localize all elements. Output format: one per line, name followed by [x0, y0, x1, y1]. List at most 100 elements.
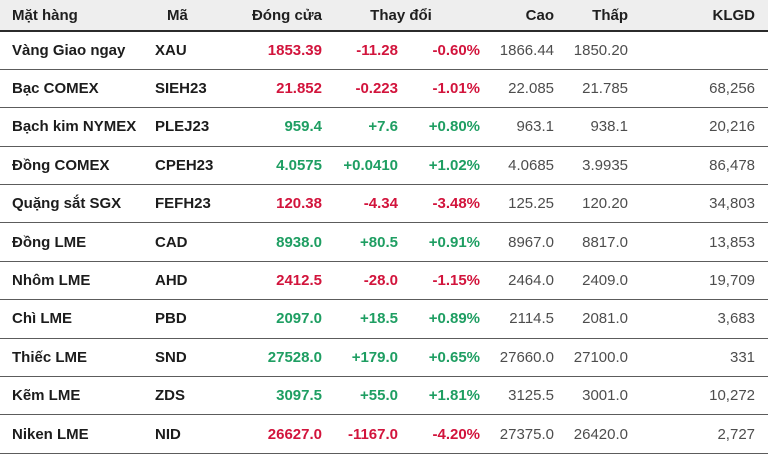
high-price: 22.085 [480, 69, 555, 109]
high-price: 3125.5 [480, 376, 555, 416]
table-body: Vàng Giao ngay XAU 1853.39 -11.28 -0.60% 1866… [0, 31, 768, 454]
low-price: 21.785 [554, 69, 629, 109]
column-header-code: Mã [155, 0, 245, 32]
change-percent: +0.65% [398, 338, 481, 378]
table-row[interactable]: Niken LME NID 26627.0 -1167.0 -4.20% 27375.0 2… [0, 414, 768, 454]
high-price: 1866.44 [480, 31, 555, 70]
table-row[interactable]: Thiếc LME SND 27528.0 +179.0 +0.65% 27660.0 27… [0, 338, 768, 378]
low-price: 120.20 [554, 184, 629, 224]
low-price: 2409.0 [554, 261, 629, 301]
high-price: 963.1 [480, 107, 555, 147]
low-price: 8817.0 [554, 222, 629, 262]
low-price: 27100.0 [554, 338, 629, 378]
commodity-name: Vàng Giao ngay [0, 31, 155, 70]
change-value: +80.5 [322, 222, 398, 262]
table-row[interactable]: Đồng COMEX CPEH23 4.0575 +0.0410 +1.02% 4.068… [0, 146, 768, 186]
change-percent: -4.20% [398, 414, 481, 454]
change-value: +55.0 [322, 376, 398, 416]
commodity-name: Kẽm LME [0, 376, 155, 416]
commodity-name: Bạc COMEX [0, 69, 155, 109]
close-price: 4.0575 [245, 146, 322, 186]
change-value: -28.0 [322, 261, 398, 301]
close-price: 1853.39 [245, 31, 322, 70]
column-header-low: Thấp [554, 0, 629, 32]
table-row[interactable]: Nhôm LME AHD 2412.5 -28.0 -1.15% 2464.0 2409.0… [0, 261, 768, 301]
change-percent: -0.60% [398, 31, 481, 70]
column-header-high: Cao [480, 0, 555, 32]
commodity-name: Bạch kim NYMEX [0, 107, 155, 147]
close-price: 21.852 [245, 69, 322, 109]
commodity-code: SIEH23 [155, 69, 245, 109]
close-price: 120.38 [245, 184, 322, 224]
volume: 86,478 [628, 146, 768, 186]
close-price: 2097.0 [245, 299, 322, 339]
close-price: 27528.0 [245, 338, 322, 378]
table-row[interactable]: Quặng sắt SGX FEFH23 120.38 -4.34 -3.48% 125.… [0, 184, 768, 224]
low-price: 26420.0 [554, 414, 629, 454]
column-header-close: Đóng cửa [245, 0, 322, 32]
commodity-name: Đồng LME [0, 222, 155, 262]
close-price: 959.4 [245, 107, 322, 147]
change-value: +18.5 [322, 299, 398, 339]
volume: 13,853 [628, 222, 768, 262]
commodity-name: Đồng COMEX [0, 146, 155, 186]
volume: 10,272 [628, 376, 768, 416]
change-percent: +1.02% [398, 146, 481, 186]
volume: 68,256 [628, 69, 768, 109]
close-price: 8938.0 [245, 222, 322, 262]
table-row[interactable]: Chì LME PBD 2097.0 +18.5 +0.89% 2114.5 2081.0 3… [0, 299, 768, 339]
commodity-code: ZDS [155, 376, 245, 416]
change-value: +179.0 [322, 338, 398, 378]
high-price: 4.0685 [480, 146, 555, 186]
commodity-code: CPEH23 [155, 146, 245, 186]
low-price: 3.9935 [554, 146, 629, 186]
change-percent: -1.15% [398, 261, 481, 301]
high-price: 2114.5 [480, 299, 555, 339]
volume: 331 [628, 338, 768, 378]
low-price: 3001.0 [554, 376, 629, 416]
column-header-change: Thay đổi [322, 0, 481, 32]
commodity-name: Thiếc LME [0, 338, 155, 378]
commodity-name: Chì LME [0, 299, 155, 339]
table-header: Mặt hàng Mã Đóng cửa Thay đổi Cao Thấp K… [0, 0, 768, 32]
change-value: -11.28 [322, 31, 398, 70]
change-percent: +0.91% [398, 222, 481, 262]
commodity-code: NID [155, 414, 245, 454]
commodity-code: XAU [155, 31, 245, 70]
table-row[interactable]: Vàng Giao ngay XAU 1853.39 -11.28 -0.60% 1866… [0, 31, 768, 70]
low-price: 1850.20 [554, 31, 629, 70]
change-value: +7.6 [322, 107, 398, 147]
table-row[interactable]: Bạc COMEX SIEH23 21.852 -0.223 -1.01% 22.085 2… [0, 69, 768, 109]
change-value: +0.0410 [322, 146, 398, 186]
low-price: 2081.0 [554, 299, 629, 339]
change-percent: +0.80% [398, 107, 481, 147]
close-price: 26627.0 [245, 414, 322, 454]
change-value: -0.223 [322, 69, 398, 109]
volume [628, 31, 768, 70]
change-percent: +0.89% [398, 299, 481, 339]
table-row[interactable]: Đồng LME CAD 8938.0 +80.5 +0.91% 8967.0 8817.0… [0, 222, 768, 262]
commodity-code: AHD [155, 261, 245, 301]
change-percent: -1.01% [398, 69, 481, 109]
high-price: 2464.0 [480, 261, 555, 301]
commodity-code: PLEJ23 [155, 107, 245, 147]
header-row: Mặt hàng Mã Đóng cửa Thay đổi Cao Thấp K… [0, 0, 768, 32]
change-percent: +1.81% [398, 376, 481, 416]
volume: 2,727 [628, 414, 768, 454]
high-price: 27660.0 [480, 338, 555, 378]
change-value: -4.34 [322, 184, 398, 224]
table-row[interactable]: Bạch kim NYMEX PLEJ23 959.4 +7.6 +0.80% 963.1… [0, 107, 768, 147]
table-row[interactable]: Kẽm LME ZDS 3097.5 +55.0 +1.81% 3125.5 3001.0 1… [0, 376, 768, 416]
commodity-code: FEFH23 [155, 184, 245, 224]
close-price: 2412.5 [245, 261, 322, 301]
close-price: 3097.5 [245, 376, 322, 416]
column-header-volume: KLGD [628, 0, 768, 32]
volume: 3,683 [628, 299, 768, 339]
volume: 19,709 [628, 261, 768, 301]
high-price: 8967.0 [480, 222, 555, 262]
commodity-name: Nhôm LME [0, 261, 155, 301]
commodity-code: PBD [155, 299, 245, 339]
commodity-name: Quặng sắt SGX [0, 184, 155, 224]
low-price: 938.1 [554, 107, 629, 147]
